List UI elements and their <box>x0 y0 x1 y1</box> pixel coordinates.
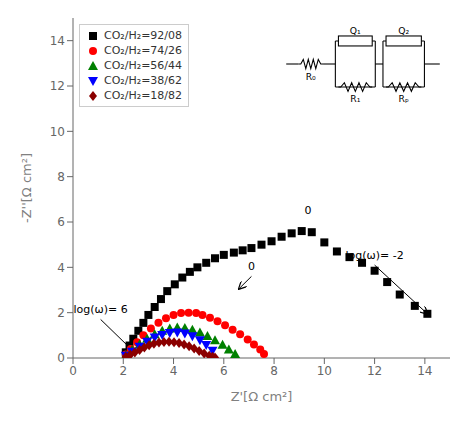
svg-text:10: 10 <box>50 125 65 139</box>
svg-text:14: 14 <box>417 364 432 378</box>
svg-text:R₁: R₁ <box>350 93 360 104</box>
svg-text:Z'[Ω cm²]: Z'[Ω cm²] <box>231 389 293 404</box>
html-text:CO₂/H₂=18/82: CO₂/H₂=18/82 <box>104 89 183 102</box>
svg-text:2: 2 <box>57 306 65 320</box>
svg-text:0: 0 <box>57 351 65 365</box>
svg-text:0: 0 <box>304 204 311 217</box>
svg-text:-Z''[Ω cm²]: -Z''[Ω cm²] <box>19 153 34 223</box>
html-text:CO₂/H₂=74/26: CO₂/H₂=74/26 <box>104 44 183 57</box>
svg-text:14: 14 <box>50 34 65 48</box>
svg-text:8: 8 <box>57 170 65 184</box>
svg-text:Rₚ: Rₚ <box>398 93 408 104</box>
svg-text:2: 2 <box>119 364 127 378</box>
svg-text:6: 6 <box>220 364 228 378</box>
svg-text:4: 4 <box>57 261 65 275</box>
html-text:CO₂/H₂=38/62: CO₂/H₂=38/62 <box>104 74 183 87</box>
svg-text:6: 6 <box>57 215 65 229</box>
svg-text:12: 12 <box>367 364 382 378</box>
svg-text:R₀: R₀ <box>305 71 315 82</box>
svg-text:8: 8 <box>270 364 278 378</box>
html-text:CO₂/H₂=92/08: CO₂/H₂=92/08 <box>104 29 183 42</box>
svg-text:12: 12 <box>50 79 65 93</box>
svg-text:log(ω)= -2: log(ω)= -2 <box>345 249 403 262</box>
svg-text:10: 10 <box>317 364 332 378</box>
svg-text:log(ω)= 6: log(ω)= 6 <box>74 303 128 316</box>
svg-text:4: 4 <box>170 364 178 378</box>
svg-text:Q₁: Q₁ <box>349 26 360 37</box>
svg-text:0: 0 <box>69 364 77 378</box>
svg-text:Q₂: Q₂ <box>398 26 409 37</box>
svg-text:0: 0 <box>248 260 255 273</box>
html-text:CO₂/H₂=56/44: CO₂/H₂=56/44 <box>104 59 183 72</box>
